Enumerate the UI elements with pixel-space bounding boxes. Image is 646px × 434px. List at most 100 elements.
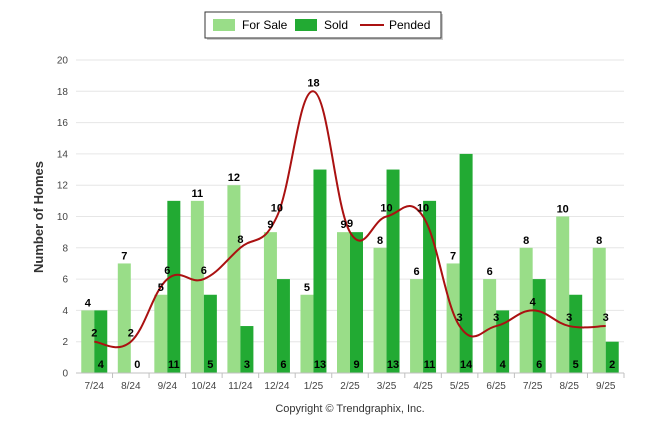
sold-value-label: 4 — [98, 359, 105, 371]
sold-bar — [605, 341, 619, 373]
pended-line — [94, 90, 606, 349]
x-tick-label: 2/25 — [340, 381, 360, 392]
pended-value-label: 9 — [347, 218, 353, 230]
for-sale-value-label: 9 — [267, 219, 273, 231]
pended-value-label: 3 — [603, 312, 609, 324]
for-sale-bar — [263, 232, 277, 373]
sold-value-label: 2 — [609, 359, 615, 371]
for-sale-bar — [410, 279, 424, 373]
sold-value-label: 13 — [314, 359, 326, 371]
for-sale-value-label: 5 — [304, 282, 310, 294]
sold-value-label: 5 — [207, 359, 213, 371]
x-tick-label: 10/24 — [191, 381, 216, 392]
for-sale-bar — [190, 200, 204, 373]
sold-bar — [94, 310, 108, 373]
for-sale-value-label: 12 — [228, 172, 240, 184]
for-sale-bar — [227, 185, 241, 373]
x-tick-label: 1/25 — [304, 381, 324, 392]
for-sale-value-label: 8 — [377, 235, 383, 247]
for-sale-bar — [117, 263, 131, 373]
sold-bar — [313, 169, 327, 373]
for-sale-value-label: 6 — [414, 266, 420, 278]
for-sale-value-label: 11 — [192, 188, 204, 200]
y-tick-label: 18 — [57, 87, 69, 98]
x-tick-label: 12/24 — [264, 381, 289, 392]
y-axis-label: Number of Homes — [31, 161, 46, 273]
sold-value-label: 6 — [536, 359, 542, 371]
y-tick-label: 12 — [57, 181, 69, 192]
sold-value-label: 13 — [387, 359, 399, 371]
sold-value-label: 3 — [244, 359, 250, 371]
sold-bar — [569, 294, 583, 373]
sold-value-label: 6 — [280, 359, 286, 371]
pended-value-label: 10 — [380, 203, 392, 215]
for-sale-value-label: 6 — [487, 266, 493, 278]
for-sale-value-label: 8 — [596, 235, 602, 247]
sold-bar — [386, 169, 400, 373]
pended-value-label: 2 — [128, 328, 134, 340]
legend-label: Pended — [389, 18, 430, 32]
for-sale-bar — [592, 247, 606, 373]
y-tick-label: 8 — [62, 243, 68, 254]
legend-box — [204, 11, 442, 39]
pended-value-label: 3 — [457, 312, 463, 324]
y-tick-label: 6 — [62, 275, 68, 286]
pended-value-label: 18 — [307, 77, 319, 89]
pended-value-label: 6 — [201, 265, 207, 277]
pended-value-label: 2 — [91, 328, 97, 340]
for-sale-bar — [483, 279, 497, 373]
legend-swatch — [295, 19, 317, 31]
y-tick-label: 10 — [57, 212, 69, 223]
sold-bar — [167, 200, 181, 373]
pended-value-label: 4 — [530, 296, 537, 308]
x-tick-label: 9/24 — [158, 381, 178, 392]
pended-value-label: 3 — [493, 312, 499, 324]
for-sale-value-label: 8 — [523, 235, 529, 247]
x-tick-label: 8/25 — [559, 381, 579, 392]
y-tick-label: 0 — [62, 369, 68, 380]
y-tick-label: 2 — [62, 337, 68, 348]
sold-bar — [423, 200, 437, 373]
sold-value-label: 11 — [168, 359, 180, 371]
sold-value-label: 9 — [353, 359, 359, 371]
sold-value-label: 14 — [460, 359, 473, 371]
pended-value-label: 8 — [237, 234, 243, 246]
x-tick-label: 7/24 — [85, 381, 105, 392]
x-tick-label: 8/24 — [121, 381, 141, 392]
x-tick-label: 7/25 — [523, 381, 543, 392]
for-sale-bar — [300, 294, 314, 373]
sold-bar — [240, 326, 254, 373]
sold-value-label: 4 — [500, 359, 507, 371]
sold-bar — [532, 279, 546, 373]
x-tick-label: 6/25 — [486, 381, 506, 392]
for-sale-bar — [446, 263, 460, 373]
legend-swatch — [213, 19, 235, 31]
legend-label: For Sale — [242, 18, 288, 32]
sold-bar — [459, 153, 473, 373]
for-sale-bar — [373, 247, 387, 373]
sold-value-label: 5 — [573, 359, 579, 371]
pended-value-label: 3 — [566, 312, 572, 324]
sold-bar — [203, 294, 217, 373]
legend-label: Sold — [324, 18, 348, 32]
sold-value-label: 11 — [424, 359, 436, 371]
sold-bar — [350, 232, 363, 373]
legend-item-pended: Pended — [360, 18, 430, 32]
x-tick-label: 3/25 — [377, 381, 397, 392]
for-sale-value-label: 9 — [340, 219, 346, 231]
for-sale-value-label: 7 — [121, 250, 127, 262]
for-sale-bar — [154, 294, 168, 373]
y-tick-label: 14 — [57, 149, 69, 160]
y-tick-label: 20 — [57, 56, 69, 67]
x-tick-label: 5/25 — [450, 381, 470, 392]
pended-value-label: 10 — [271, 203, 283, 215]
x-tick-label: 9/25 — [596, 381, 616, 392]
legend-item-for-sale: For Sale — [213, 18, 288, 32]
y-tick-label: 4 — [62, 306, 68, 317]
for-sale-bar — [556, 216, 570, 373]
bars — [81, 153, 619, 373]
for-sale-bar — [337, 232, 350, 373]
